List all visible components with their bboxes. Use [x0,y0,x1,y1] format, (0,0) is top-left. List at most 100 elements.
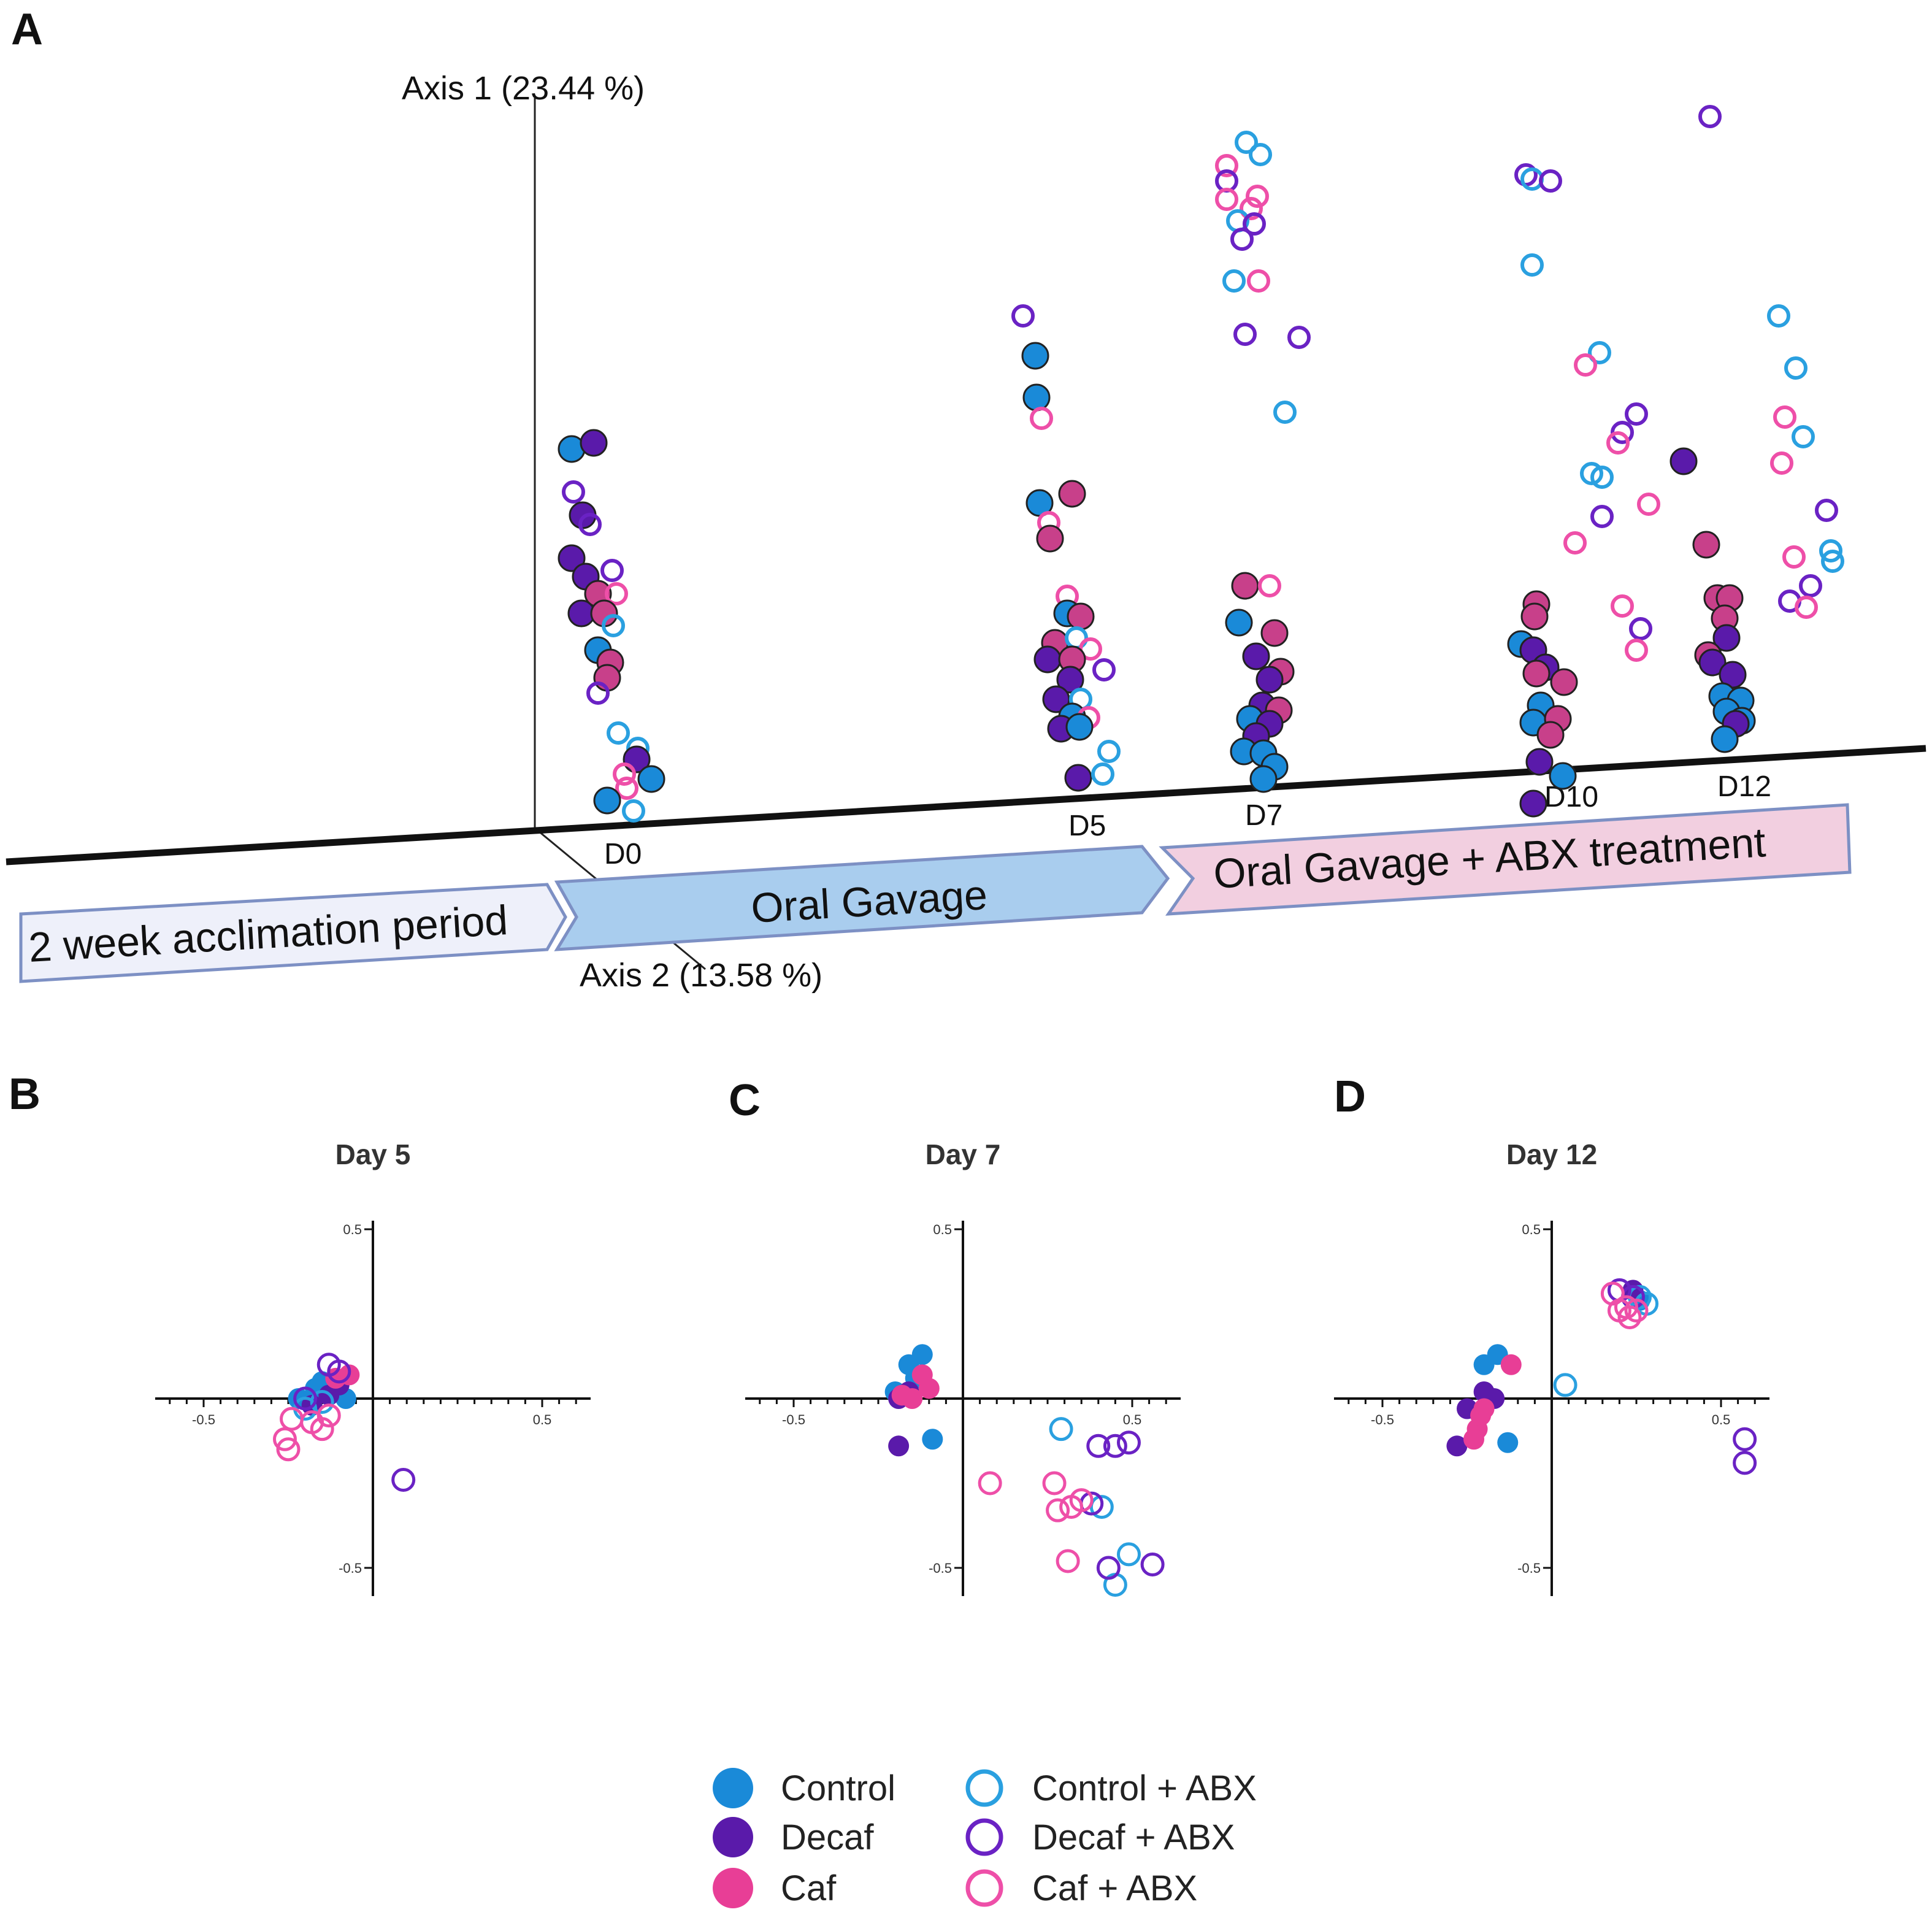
point-3d [1242,642,1270,670]
data-point-decaf-abx [293,1386,318,1411]
point-3d [1519,789,1547,818]
data-point-decaf-abx [1140,1552,1165,1576]
legend-label: Control [781,1768,895,1808]
point-3d [1590,505,1614,528]
data-point-decaf-abx [1116,1430,1141,1455]
x-tick-label: -0.5 [782,1412,805,1427]
point-3d [1767,304,1790,328]
point-3d [1033,645,1062,674]
point-3d [1625,402,1648,426]
data-point-caf-abx [1617,1305,1642,1330]
point-3d [1611,421,1634,444]
x-tick-label: -0.5 [192,1412,215,1427]
y-tick-label: -0.5 [929,1561,952,1576]
point-3d [1782,545,1806,569]
phase-arrow-acclimation [19,883,567,983]
x-tick-label: 0.5 [533,1412,552,1427]
pcoa-3d-point-cloud [558,105,1844,823]
point-3d [1637,493,1660,516]
data-point-control [922,1429,943,1450]
panel-title: Day 7 [926,1138,1001,1170]
data-point-caf-abx [1059,1495,1084,1519]
data-point-control-abx [1049,1417,1073,1442]
timeline-axis [6,745,1926,866]
panel-title: Day 12 [1506,1138,1597,1170]
point-3d [1273,401,1297,424]
data-point-caf [1463,1429,1485,1450]
data-point-decaf [888,1435,910,1457]
point-3d [607,721,630,745]
point-3d [1230,228,1254,251]
panel-letter-d: D [1334,1072,1366,1121]
data-point-decaf-abx [391,1467,416,1492]
point-3d [1770,451,1793,475]
point-3d [1240,197,1263,220]
point-3d [580,429,608,457]
point-3d [1249,143,1272,166]
point-3d [1588,341,1611,364]
y-tick-label: 0.5 [343,1222,362,1237]
point-3d [1065,713,1094,741]
data-point-control-abx [1089,1495,1114,1519]
panel-a: A Axis 1 (23.44 %) Axis 2 (13.58 %) 2 we… [6,5,1926,994]
point-3d [1255,666,1284,694]
data-point-caf-abx [310,1417,334,1442]
data-point-control [1473,1354,1495,1375]
data-point-caf [891,1384,913,1406]
point-3d [1225,608,1253,637]
point-3d [1629,617,1652,640]
point-3d [1249,765,1278,793]
point-3d [1522,659,1551,688]
legend-marker-caf [713,1868,753,1908]
legend-label: Decaf [781,1818,874,1857]
panel-letter-c: C [729,1076,761,1125]
data-point-caf-abx [978,1471,1002,1495]
point-3d [1590,466,1614,489]
point-3d [615,777,638,800]
point-3d [1222,269,1246,293]
point-3d [1097,740,1121,763]
legend-marker-control [713,1768,753,1808]
legend-label: Decaf + ABX [1032,1818,1235,1857]
point-3d [1287,326,1311,349]
point-3d [1067,602,1095,631]
point-3d [1536,721,1565,749]
y-tick-label: 0.5 [1522,1222,1541,1237]
day-label-d5: D5 [1068,810,1106,842]
point-3d [1215,154,1238,177]
point-3d [1520,253,1544,277]
point-3d [1606,431,1630,455]
point-3d [1215,188,1238,211]
legend-marker-caf-abx [965,1869,1003,1907]
data-point-decaf-abx [1096,1556,1121,1580]
point-3d [1815,499,1838,522]
panel-title: Day 5 [335,1138,411,1170]
y-tick-label: -0.5 [1517,1561,1541,1576]
legend-label: Caf [781,1868,837,1908]
scatter-panel-day7: Day 7 0.5 -0.5 -0.5 0.5 [745,1138,1181,1597]
panel-letter-a: A [11,5,43,54]
axis-2-label: Axis 2 (13.58 %) [580,957,822,994]
point-3d [1092,658,1116,681]
data-point-decaf-abx [1733,1451,1757,1475]
axis-1-label: Axis 1 (23.44 %) [402,70,645,107]
data-point-control-abx [310,1390,334,1415]
x-tick-label: 0.5 [1712,1412,1731,1427]
point-3d [1698,105,1722,128]
data-point-caf-abx [316,1403,341,1428]
point-3d [586,681,610,705]
phase-arrow-abx [1159,803,1852,916]
point-3d [613,762,636,786]
point-3d [1550,668,1578,696]
point-3d [1692,531,1720,559]
phase-arrow-oral-gavage [554,845,1170,951]
data-point-decaf-abx [1103,1434,1127,1458]
data-point-caf-abx [1046,1498,1070,1522]
point-3d [1795,596,1818,619]
legend-label: Caf + ABX [1032,1868,1197,1908]
point-3d [1549,762,1577,790]
point-3d [578,513,602,536]
data-point-caf [918,1378,940,1399]
point-3d [1058,480,1086,508]
point-3d [1784,356,1807,380]
